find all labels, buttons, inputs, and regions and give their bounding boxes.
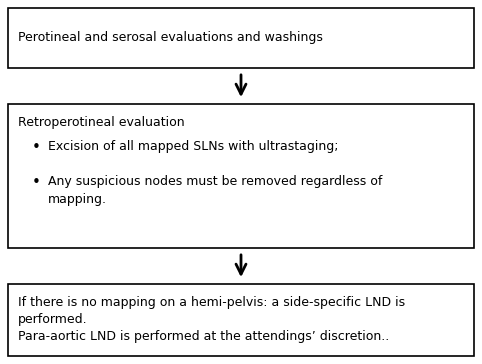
FancyBboxPatch shape: [8, 284, 474, 356]
FancyBboxPatch shape: [8, 8, 474, 68]
Text: If there is no mapping on a hemi-pelvis: a side-specific LND is
performed.: If there is no mapping on a hemi-pelvis:…: [18, 296, 405, 326]
Text: •: •: [31, 140, 40, 155]
FancyBboxPatch shape: [8, 104, 474, 248]
Text: Para-aortic LND is performed at the attendings’ discretion..: Para-aortic LND is performed at the atte…: [18, 330, 389, 343]
Text: Any suspicious nodes must be removed regardless of
mapping.: Any suspicious nodes must be removed reg…: [48, 175, 382, 206]
Text: Perotineal and serosal evaluations and washings: Perotineal and serosal evaluations and w…: [18, 32, 323, 44]
Text: •: •: [31, 175, 40, 190]
Text: Retroperotineal evaluation: Retroperotineal evaluation: [18, 116, 185, 129]
Text: Excision of all mapped SLNs with ultrastaging;: Excision of all mapped SLNs with ultrast…: [48, 140, 338, 153]
